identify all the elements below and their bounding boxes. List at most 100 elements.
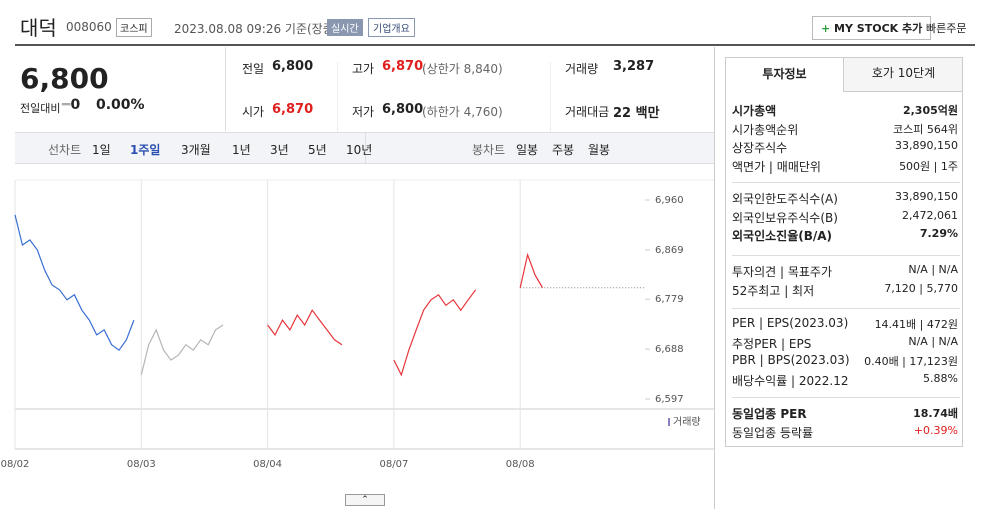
panel-divider (714, 47, 715, 509)
info-label: 액면가 | 매매단위 (732, 159, 821, 174)
collapse-toggle[interactable]: ⌃ (345, 494, 385, 506)
current-price: 6,800 (20, 62, 109, 95)
group-rule (732, 255, 960, 256)
info-label: 동일업종 등락률 (732, 425, 814, 440)
cell-label: 거래대금 (565, 105, 610, 119)
side-tab[interactable]: 호가 10단계 (871, 66, 936, 80)
group-rule (732, 182, 960, 183)
info-label: 추정PER | EPS (732, 336, 812, 351)
x-tick-label: 08/04 (253, 459, 282, 470)
volume-legend-swatch (668, 418, 670, 426)
info-value: 7,120 | 5,770 (884, 281, 958, 295)
tab[interactable]: 일봉 (516, 143, 539, 157)
info-value: +0.39% (913, 423, 958, 437)
price-line (393, 289, 477, 377)
y-tick-label: 6,688 (655, 344, 684, 355)
info-value: 33,890,150 (895, 139, 958, 152)
info-label: 상장주식수 (732, 141, 788, 155)
x-tick-label: 08/03 (127, 459, 156, 470)
info-value: 33,890,150 (895, 190, 958, 203)
tab[interactable]: 1주일 (130, 143, 161, 157)
group-rule (732, 308, 960, 309)
market-badge: 코스피 (116, 18, 152, 37)
tab-divider (365, 133, 366, 163)
info-label: 시가총액순위 (732, 122, 799, 137)
cell-value: 6,800 (382, 102, 424, 117)
info-value: N/A | N/A (908, 263, 958, 276)
tab[interactable]: 주봉 (552, 143, 575, 157)
price-line (14, 214, 135, 352)
cell-note: (하한가 4,760) (422, 105, 503, 119)
change-rate: 0.00% (96, 97, 145, 113)
info-label: PER | EPS(2023.03) (732, 316, 849, 330)
time: 2023.08.08 09:26 기준(장중) (174, 22, 339, 36)
x-tick-label: 08/07 (379, 459, 408, 470)
cell-label: 전일 (242, 62, 265, 76)
tab[interactable]: 10년 (346, 143, 373, 157)
mystock-button[interactable]: + MY STOCK 추가 (812, 16, 932, 40)
info-label: 투자의견 | 목표주가 (732, 265, 832, 279)
y-tick-label: 6,960 (655, 195, 684, 206)
chart: 6,960 6,869 6,779 6,688 6,597 08/02 08/03 08/04… (1, 179, 714, 470)
tab[interactable]: 월봉 (588, 143, 611, 157)
change: ━0 (62, 97, 81, 113)
info-value: 18.74배 (913, 407, 958, 420)
x-tick-label: 08/08 (506, 459, 535, 470)
change-label: 전일대비 (20, 102, 61, 115)
price-line (140, 324, 224, 376)
cell-divider (550, 62, 551, 132)
info-label: 외국인한도주식수(A) (732, 192, 838, 206)
header-rule (15, 44, 975, 46)
info-value: 2,305억원 (902, 104, 958, 117)
info-value: 500원 | 1주 (899, 159, 958, 173)
change-value: 0 (70, 97, 81, 113)
info-label: 외국인보유주식수(B) (732, 210, 838, 225)
info-value: 코스피 564위 (893, 122, 958, 136)
divider (225, 47, 226, 131)
info-label: 52주최고 | 최저 (732, 283, 815, 298)
info-label: 외국인소진율(B/A) (732, 229, 833, 243)
y-tick-label: 6,779 (655, 294, 684, 305)
info-label: 시가총액 (732, 104, 777, 118)
tab[interactable]: 3개월 (181, 143, 211, 157)
tab-bar (15, 132, 714, 164)
y-tick-label: 6,869 (655, 245, 684, 256)
realtime-badge[interactable]: 실시간 (327, 19, 363, 36)
tab[interactable]: 5년 (308, 143, 327, 157)
volume-legend: 거래량 (673, 416, 701, 428)
cell-label: 시가 (242, 105, 265, 119)
cell-value: 6,870 (382, 59, 424, 74)
tab-label: 선차트 (48, 143, 82, 157)
mystock-text: MY STOCK 추가 (834, 22, 923, 35)
info-label: 배당수익률 | 2022.12 (732, 373, 849, 388)
side-tab[interactable]: 투자정보 (725, 57, 844, 92)
info-label: PBR | BPS(2023.03) (732, 353, 850, 367)
cell-note: (상한가 8,840) (422, 62, 503, 76)
x-tick-label: 08/02 (1, 459, 30, 470)
info-value: N/A | N/A (908, 334, 958, 348)
cell-value: 3,287 (613, 59, 655, 74)
quick-order[interactable]: 빠른주문 (926, 22, 967, 35)
cell-label: 저가 (352, 105, 375, 119)
info-value: 0.40배 | 17,123원 (864, 355, 958, 368)
tab[interactable]: 1년 (232, 143, 251, 157)
cell-label: 고가 (352, 62, 375, 76)
info-label: 동일업종 PER (732, 407, 807, 421)
tab[interactable]: 3년 (270, 143, 289, 157)
cell-label: 거래량 (565, 62, 599, 76)
info-value: 5.88% (923, 371, 958, 385)
cell-value: 6,870 (272, 102, 314, 117)
info-value: 7.29% (919, 227, 958, 240)
info-value: 14.41배 | 472원 (874, 318, 958, 331)
tab-label: 봉차트 (472, 143, 506, 157)
price-line (267, 309, 343, 346)
info-value: 2,472,061 (902, 208, 958, 222)
y-tick-label: 6,597 (655, 394, 684, 405)
side-box (725, 92, 963, 447)
group-rule (732, 397, 960, 398)
overview-button[interactable]: 기업개요 (368, 18, 415, 37)
price-line (519, 252, 544, 289)
stock-code: 008060 (66, 20, 112, 34)
tab[interactable]: 1일 (92, 143, 111, 157)
